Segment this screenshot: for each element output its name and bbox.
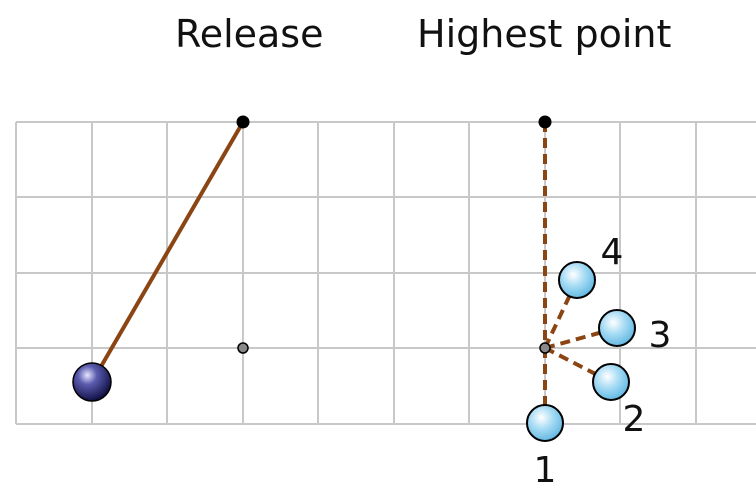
release-pivot [236,115,250,129]
position-label-2: 2 [623,399,646,440]
highest-ball-1 [526,404,564,442]
grid [15,121,756,425]
release-string [90,120,245,384]
highest-point-title: Highest point [417,12,672,56]
release-rest-point [237,342,249,354]
highest-pendulum: 1 2 3 4 [526,115,672,488]
release-pendulum [72,115,250,402]
highest-ball-3 [598,309,636,347]
highest-string-4 [543,279,579,349]
highest-string-3 [544,326,618,350]
highest-string-2 [544,346,612,384]
position-label-3: 3 [649,315,672,356]
highest-pivot [538,115,552,129]
highest-rest-point [539,342,551,354]
highest-ball-4 [558,261,596,299]
position-label-4: 4 [601,232,624,273]
position-label-1: 1 [534,450,557,488]
highest-ball-2 [592,363,630,401]
release-title: Release [175,12,324,56]
release-ball [72,362,112,402]
